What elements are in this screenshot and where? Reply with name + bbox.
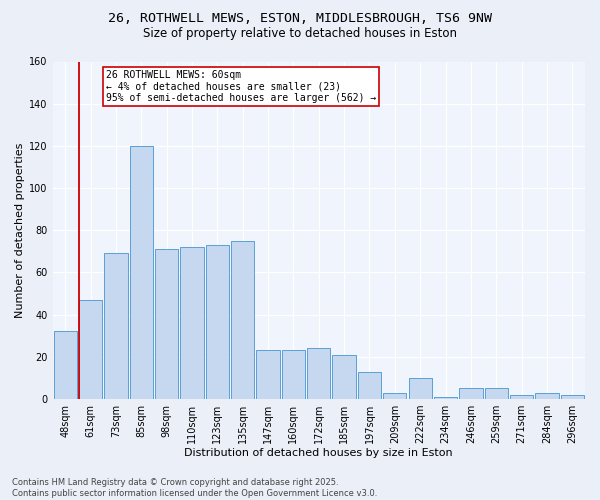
Bar bbox=[130, 146, 153, 399]
Bar bbox=[181, 247, 203, 399]
Text: Contains HM Land Registry data © Crown copyright and database right 2025.
Contai: Contains HM Land Registry data © Crown c… bbox=[12, 478, 377, 498]
Bar bbox=[206, 245, 229, 399]
Bar bbox=[231, 241, 254, 399]
Bar bbox=[510, 395, 533, 399]
Bar bbox=[535, 392, 559, 399]
Bar bbox=[282, 350, 305, 399]
Bar bbox=[434, 397, 457, 399]
Text: Size of property relative to detached houses in Eston: Size of property relative to detached ho… bbox=[143, 28, 457, 40]
Bar bbox=[155, 249, 178, 399]
Text: 26, ROTHWELL MEWS, ESTON, MIDDLESBROUGH, TS6 9NW: 26, ROTHWELL MEWS, ESTON, MIDDLESBROUGH,… bbox=[108, 12, 492, 26]
Y-axis label: Number of detached properties: Number of detached properties bbox=[15, 142, 25, 318]
X-axis label: Distribution of detached houses by size in Eston: Distribution of detached houses by size … bbox=[184, 448, 453, 458]
Bar bbox=[53, 332, 77, 399]
Bar bbox=[332, 354, 356, 399]
Bar bbox=[358, 372, 381, 399]
Bar bbox=[79, 300, 102, 399]
Bar bbox=[560, 395, 584, 399]
Text: 26 ROTHWELL MEWS: 60sqm
← 4% of detached houses are smaller (23)
95% of semi-det: 26 ROTHWELL MEWS: 60sqm ← 4% of detached… bbox=[106, 70, 376, 103]
Bar bbox=[104, 254, 128, 399]
Bar bbox=[485, 388, 508, 399]
Bar bbox=[409, 378, 432, 399]
Bar bbox=[307, 348, 331, 399]
Bar bbox=[383, 392, 406, 399]
Bar bbox=[459, 388, 482, 399]
Bar bbox=[256, 350, 280, 399]
